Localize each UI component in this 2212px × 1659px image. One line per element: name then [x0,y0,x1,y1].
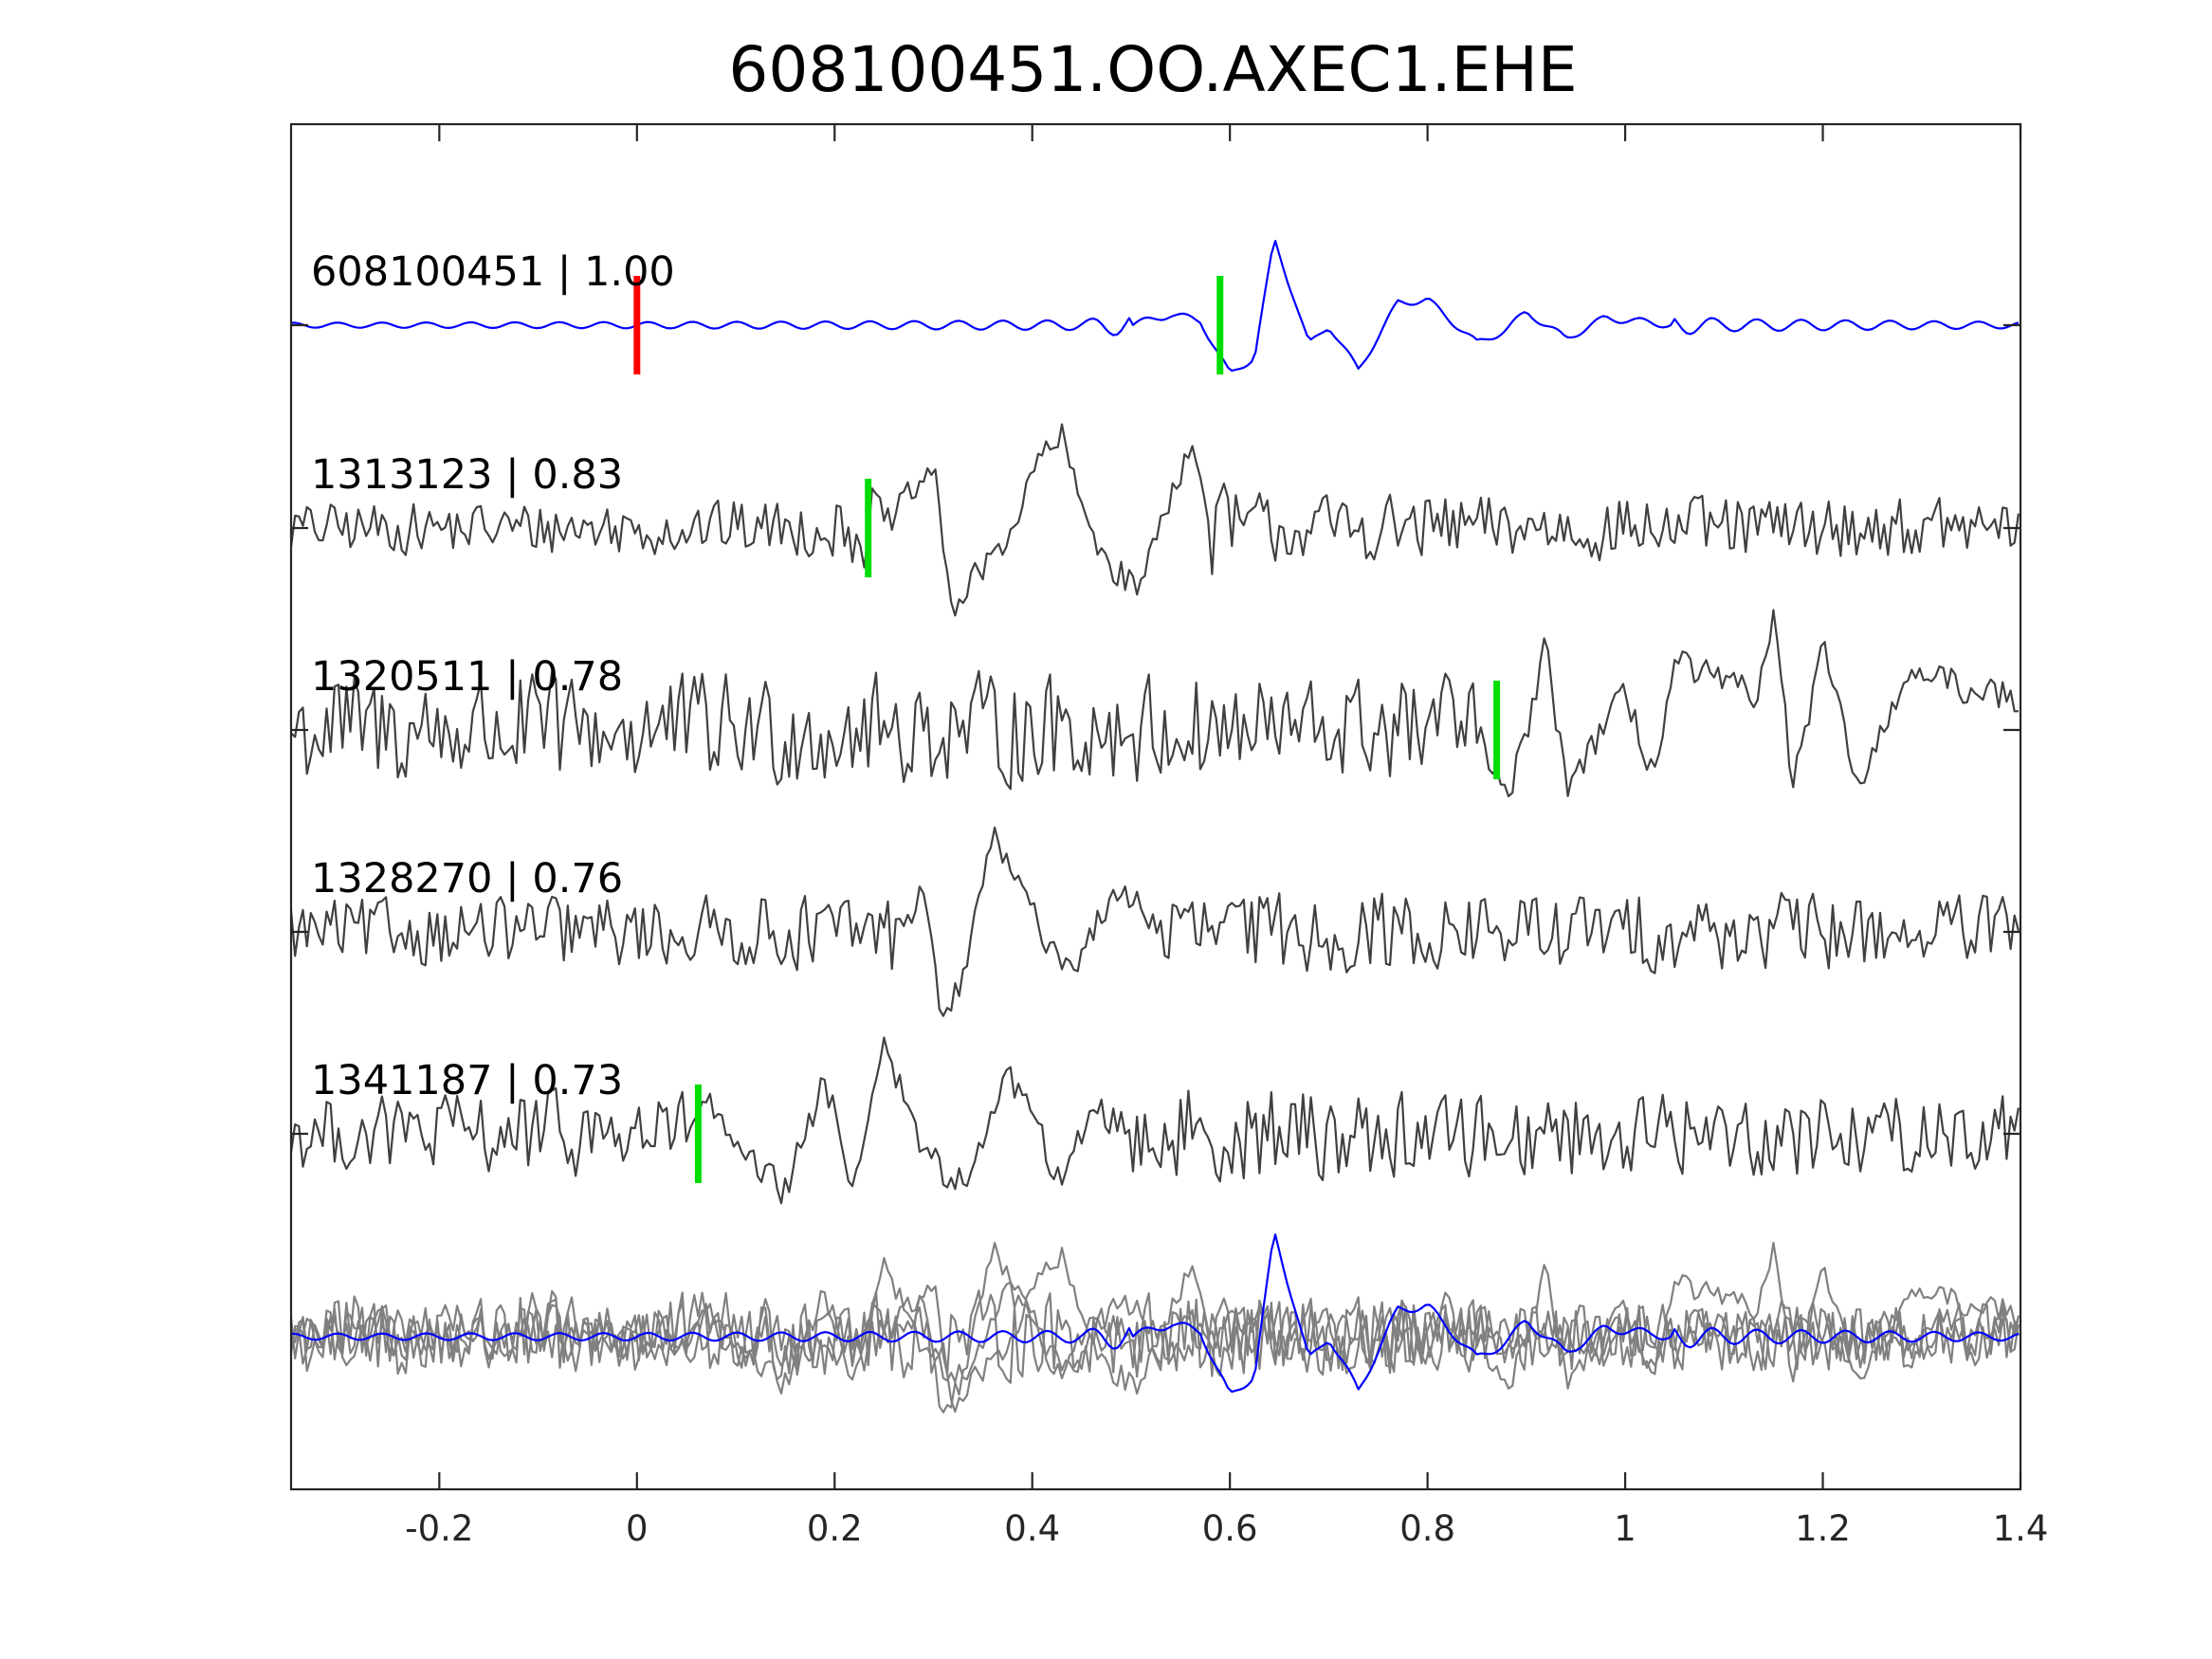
x-tick-label-8: 1.4 [1993,1508,2049,1549]
x-tick-label-1: 0 [626,1508,649,1549]
x-tick-label-7: 1.2 [1795,1508,1851,1549]
trace-4 [289,1036,2020,1205]
trace-1 [289,423,2020,617]
x-tick-label-6: 1 [1614,1508,1636,1549]
overlay-trace-4 [289,1256,2020,1395]
trace-2 [290,609,2019,798]
overlay-trace-2 [290,1241,2019,1390]
trace-labels: 608100451 | 1.00 1313123 | 0.83 1320511 | … [311,248,675,1104]
x-tick-label-5: 0.8 [1399,1508,1455,1549]
trace-label-3: 1328270 | 0.76 [311,855,623,902]
trace-layer [289,240,2020,1205]
overlay-panel [289,1233,2020,1413]
overlay-trace-template [291,1233,2020,1394]
x-tick-label-2: 0.2 [807,1508,863,1549]
x-tick-label-3: 0.4 [1004,1508,1060,1549]
trace-label-1: 1313123 | 0.83 [311,451,623,499]
trace-0 [290,240,2020,373]
x-axis: -0.2 0 0.2 0.4 0.6 0.8 1 1.2 1.4 [291,124,2048,1549]
overlay-trace-3 [289,1241,2020,1413]
x-tick-label-4: 0.6 [1202,1508,1258,1549]
trace-3 [289,826,2020,1017]
chart-title: 608100451.OO.AXEC1.EHE [728,33,1577,106]
trace-label-0: 608100451 | 1.00 [311,248,675,296]
x-tick-label-0: -0.2 [405,1508,473,1549]
trace-label-4: 1341187 | 0.73 [311,1057,623,1104]
trace-label-2: 1320511 | 0.78 [311,653,623,701]
pick-markers [633,276,1501,1183]
axes-frame [289,122,2022,1491]
